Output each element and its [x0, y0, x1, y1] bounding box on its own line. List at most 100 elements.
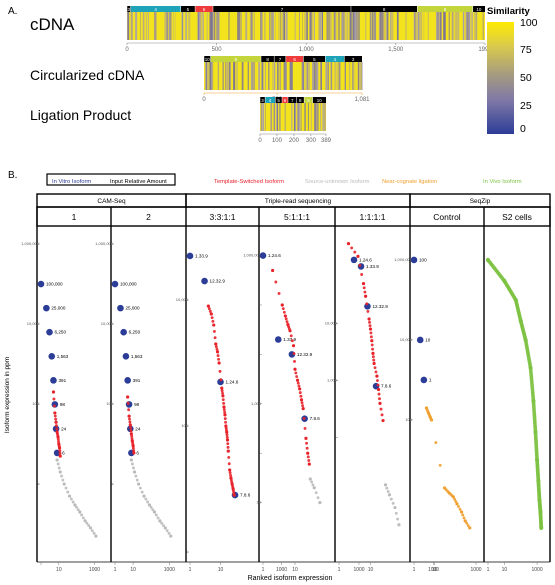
- data-point: [222, 401, 226, 405]
- heat-stripe: [427, 12, 429, 40]
- heat-stripe: [467, 12, 469, 40]
- data-point: [80, 513, 84, 517]
- heat-stripe: [166, 12, 169, 40]
- data-point: [222, 405, 226, 409]
- heat-stripe: [262, 62, 264, 90]
- heat-stripe: [198, 12, 200, 40]
- heat-stripe: [317, 103, 319, 131]
- data-label: 1,563: [57, 354, 69, 359]
- data-point: [372, 358, 376, 362]
- heat-stripe: [275, 12, 276, 40]
- heat-stripe: [374, 12, 377, 40]
- x-tick-label: 1000: [428, 567, 439, 573]
- heat-stripe: [314, 103, 316, 131]
- data-point: [365, 302, 369, 306]
- heat-stripe: [135, 12, 137, 40]
- data-point: [52, 397, 56, 401]
- heat-stripe: [359, 62, 361, 90]
- data-point: [131, 442, 135, 446]
- ribbon-segment: [325, 56, 345, 62]
- data-point: [147, 503, 152, 507]
- data-point: [227, 455, 231, 459]
- heat-stripe: [212, 12, 214, 40]
- heat-stripe: [314, 62, 316, 90]
- track-0: cDNA 3 4 5 6 7 8 9 10 0 500 1,000 1,500 1998: [30, 6, 492, 53]
- x-tick-label: 1: [189, 567, 192, 573]
- ribbon-segment: [180, 6, 196, 12]
- data-point: [350, 246, 354, 250]
- data-point: [383, 483, 388, 487]
- data-point: [298, 387, 302, 391]
- data-label: 6: [62, 450, 65, 455]
- heat-stripe: [384, 12, 386, 40]
- track-1: Circularized cDNA10987654305001,081: [30, 56, 370, 103]
- legend-item: In Vitro Isoform: [52, 179, 91, 185]
- y-tick-label: 1,000,000: [394, 257, 413, 262]
- data-point: [130, 434, 134, 438]
- data-point: [291, 344, 296, 348]
- data-point: [462, 516, 466, 520]
- data-point: [455, 502, 459, 506]
- data-point: [85, 521, 89, 525]
- y-tick-label: 10: [257, 500, 262, 505]
- heat-stripe: [247, 62, 249, 90]
- ribbon-label: 9: [307, 98, 310, 103]
- heat-stripe: [289, 62, 292, 90]
- heat-stripe: [352, 12, 354, 40]
- heat-stripe: [315, 62, 318, 90]
- data-point: [453, 497, 456, 501]
- data-point: [387, 493, 392, 497]
- heat-stripe: [258, 62, 261, 90]
- heat-stripe: [294, 12, 297, 40]
- ribbon-label: 6: [293, 57, 296, 62]
- heat-stripe: [297, 103, 299, 131]
- data-point: [138, 486, 142, 490]
- ribbon-label: 4: [269, 98, 272, 103]
- heat-stripe: [405, 12, 407, 40]
- heat-stripe: [294, 103, 296, 131]
- data-point: [304, 436, 308, 440]
- heat-stripe: [260, 12, 262, 40]
- ribbon-segment: [296, 97, 305, 103]
- heat-stripe: [398, 12, 399, 40]
- data-point: [169, 534, 173, 538]
- data-point: [224, 420, 228, 424]
- heat-stripe: [373, 12, 375, 40]
- data-point: [213, 336, 217, 340]
- heat-stripe: [341, 12, 344, 40]
- heat-stripe: [414, 12, 416, 40]
- data-point: [129, 432, 133, 436]
- data-point: [163, 526, 167, 530]
- data-point: [57, 440, 60, 444]
- data-point: [231, 485, 235, 489]
- data-point: [438, 463, 442, 467]
- data-point: [293, 359, 296, 363]
- heat-stripe: [382, 12, 384, 40]
- ribbon-segment: [274, 56, 286, 62]
- data-point: [285, 320, 289, 324]
- data-point: [54, 417, 58, 421]
- data-point: [117, 304, 124, 312]
- data-point: [94, 534, 98, 538]
- sample-header: 1: [72, 212, 77, 222]
- ribbon-label: 6: [284, 98, 287, 103]
- ribbon-segment: [303, 56, 326, 62]
- data-point: [124, 377, 131, 384]
- data-label: 1.24.6: [268, 253, 281, 258]
- heat-stripe: [465, 12, 467, 40]
- data-point: [58, 451, 62, 455]
- track-axis-label: 200: [289, 138, 300, 144]
- x-tick-label: 10: [218, 567, 224, 573]
- data-point: [356, 254, 360, 258]
- data-point: [167, 531, 171, 535]
- data-point: [378, 397, 381, 401]
- y-tick-label: 1: [111, 481, 114, 486]
- track-axis-label: 389: [321, 138, 332, 144]
- heat-stripe: [350, 12, 352, 40]
- heat-stripe: [272, 62, 274, 90]
- ribbon-segment: [275, 97, 283, 103]
- heat-stripe: [334, 12, 337, 40]
- data-point: [53, 411, 57, 415]
- data-point: [57, 445, 61, 449]
